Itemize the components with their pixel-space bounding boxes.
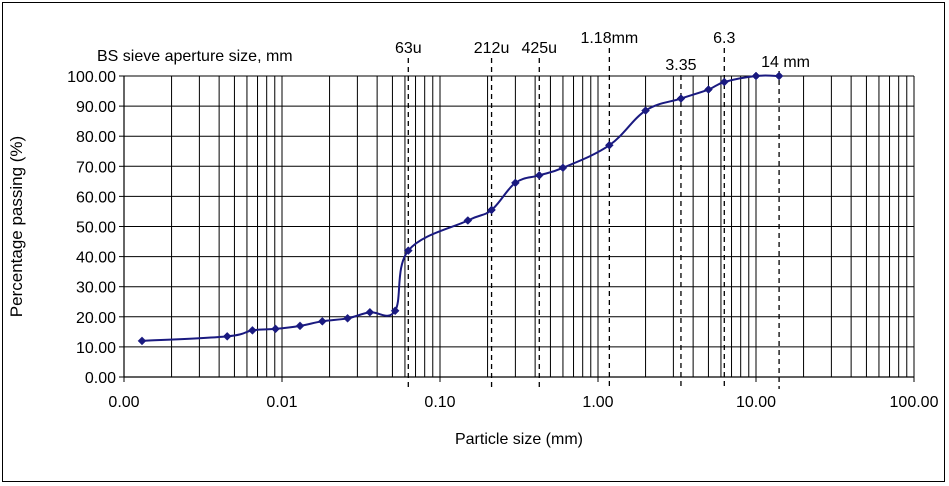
x-tick-label: 100.00 (890, 394, 939, 411)
y-axis-label: Percentage passing (%) (7, 136, 26, 317)
data-point (704, 85, 713, 94)
sieve-label: 6.3 (713, 30, 735, 47)
sieve-label: 3.35 (665, 57, 696, 74)
x-tick-label: 0.01 (266, 394, 297, 411)
data-point (317, 316, 327, 326)
data-point (641, 106, 650, 115)
data-point (774, 71, 784, 81)
y-tick-label: 80.00 (76, 129, 116, 146)
data-point (534, 170, 544, 180)
sieve-lines (407, 48, 780, 389)
x-tick-label: 10.00 (736, 394, 776, 411)
x-tick-label: 0.00 (108, 394, 139, 411)
y-tick-label: 100.00 (67, 69, 116, 86)
data-point (248, 325, 257, 335)
data-point (222, 332, 232, 341)
y-tick-label: 0.00 (85, 370, 116, 387)
y-tick-label: 20.00 (76, 310, 116, 327)
grid (123, 75, 915, 378)
data-point (343, 313, 352, 323)
y-tick-label: 40.00 (76, 250, 116, 267)
particle-size-distribution-chart: BS sieve aperture size, mm Particle size… (7, 30, 939, 448)
data-point (365, 307, 375, 317)
x-axis-label: Particle size (mm) (455, 431, 583, 448)
data-point (511, 178, 520, 188)
sieve-header: BS sieve aperture size, mm (97, 48, 293, 65)
data-point (271, 324, 280, 334)
data-series (137, 71, 784, 346)
y-tick-label: 90.00 (76, 99, 116, 116)
data-point (487, 205, 496, 215)
data-point (403, 246, 413, 255)
data-point (295, 321, 305, 331)
sieve-label: 425u (521, 40, 557, 57)
sieve-label: 63u (395, 40, 422, 57)
data-point (390, 306, 400, 316)
data-point (605, 140, 614, 150)
y-tick-label: 70.00 (76, 159, 116, 176)
sieve-label: 1.18mm (580, 30, 638, 47)
x-tick-label: 1.00 (582, 394, 613, 411)
axes (119, 75, 915, 382)
data-point (463, 216, 473, 225)
x-tick-label: 0.10 (424, 394, 455, 411)
data-point (751, 71, 761, 81)
y-tick-label: 50.00 (76, 220, 116, 237)
y-tick-label: 60.00 (76, 189, 116, 206)
data-point (137, 336, 147, 346)
sieve-label: 212u (474, 40, 510, 57)
data-point (676, 94, 686, 103)
y-tick-label: 10.00 (76, 340, 116, 357)
y-tick-label: 30.00 (76, 280, 116, 297)
data-point (719, 77, 729, 87)
labels: BS sieve aperture size, mm Particle size… (7, 30, 939, 448)
sieve-label: 14 mm (761, 54, 810, 71)
data-point (558, 163, 568, 173)
series-line (141, 74, 780, 342)
